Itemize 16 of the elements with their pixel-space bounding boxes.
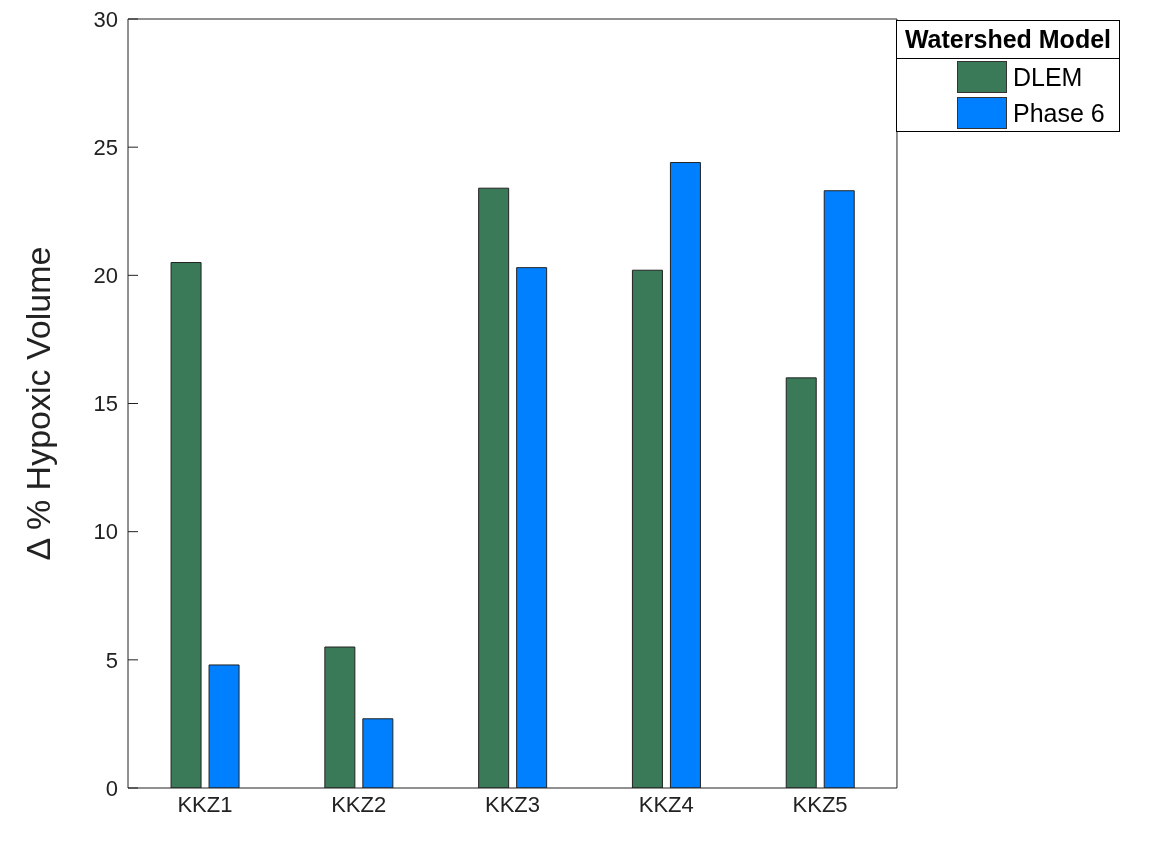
x-tick-label: KKZ1 (177, 791, 233, 817)
y-tick-label: 15 (93, 391, 118, 417)
y-tick-label: 5 (105, 647, 118, 673)
y-tick-label: 25 (93, 134, 118, 160)
y-axis-title: Δ % Hypoxic Volume (19, 246, 58, 561)
legend-label: Phase 6 (1012, 98, 1105, 128)
y-tick-label: 30 (93, 6, 118, 32)
y-tick-label: 0 (105, 775, 118, 801)
x-tick-label: KKZ2 (331, 791, 387, 817)
x-tick-label: KKZ3 (484, 791, 540, 817)
y-tick-label: 10 (93, 519, 118, 545)
legend-title: Watershed Model (896, 21, 1119, 59)
x-tick-label: KKZ4 (638, 791, 694, 817)
y-tick-label: 20 (93, 263, 118, 289)
x-tick-label: KKZ5 (792, 791, 848, 817)
legend-label: DLEM (1012, 62, 1083, 92)
